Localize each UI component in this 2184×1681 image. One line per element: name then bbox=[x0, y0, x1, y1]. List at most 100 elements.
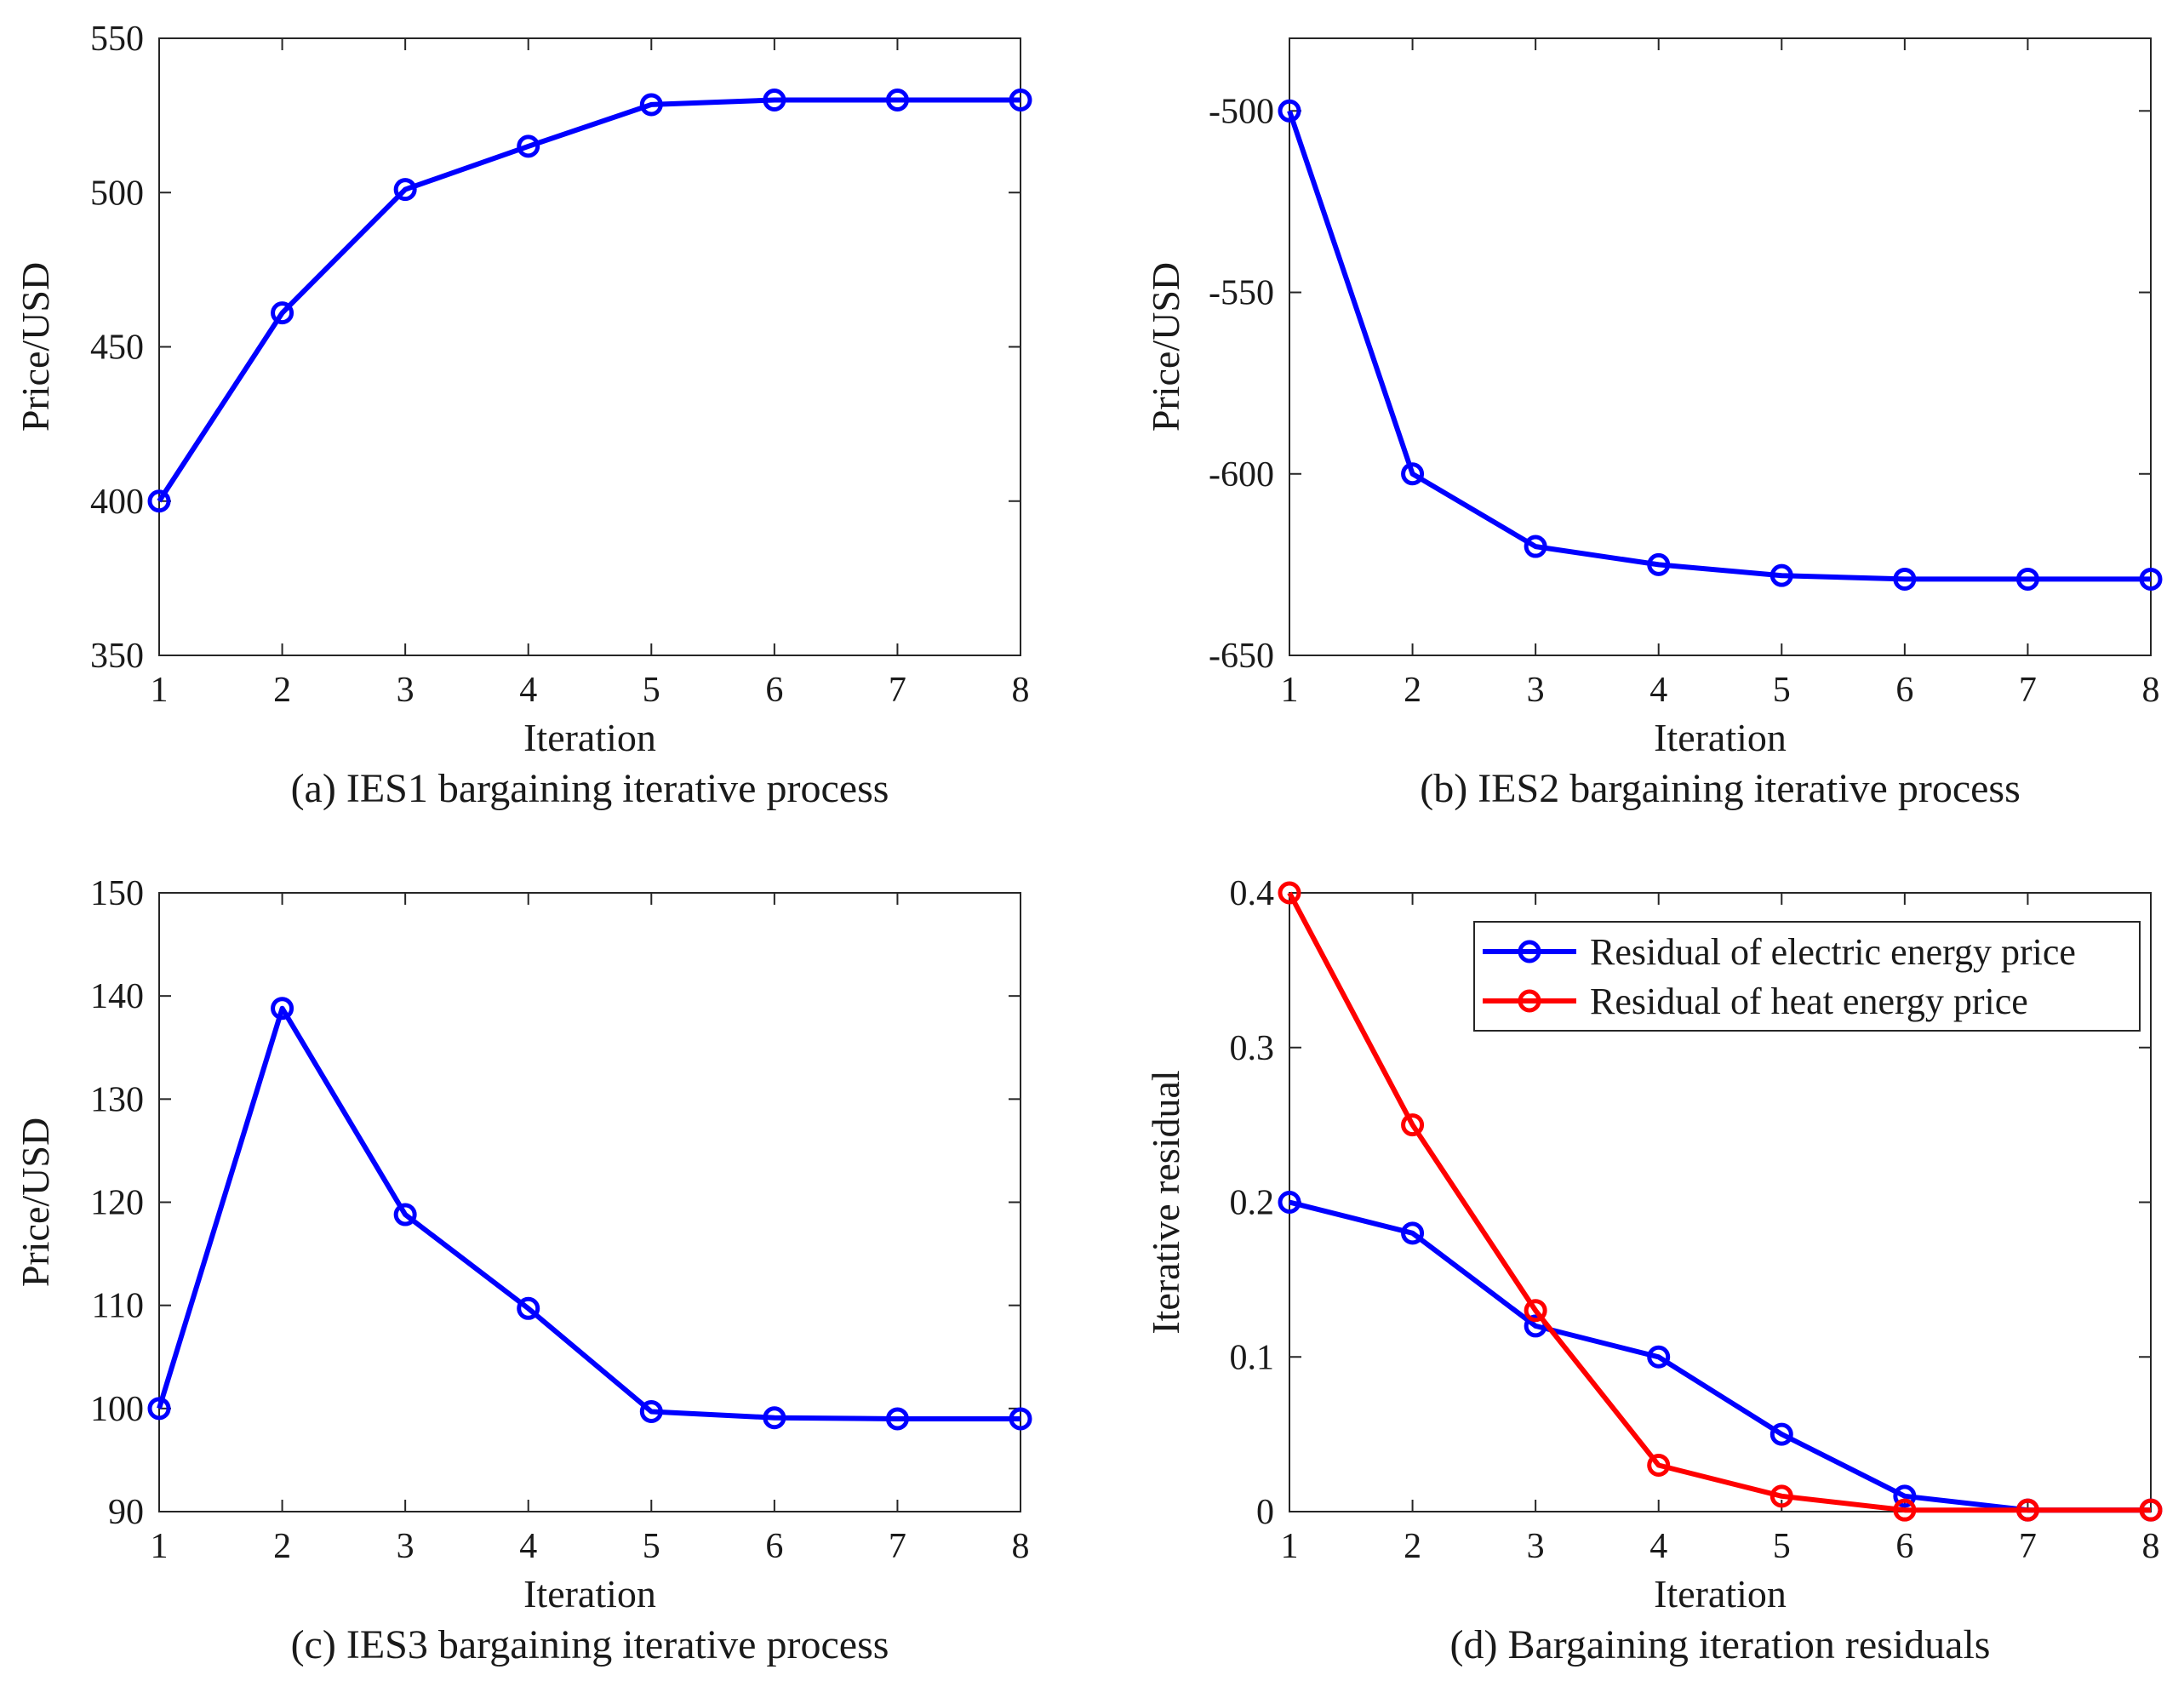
y-axis-label: Price/USD bbox=[14, 262, 57, 432]
y-tick-label: 150 bbox=[90, 874, 144, 913]
y-tick-label: -550 bbox=[1209, 274, 1274, 313]
legend: Residual of electric energy price Residua… bbox=[1473, 921, 2141, 1032]
y-tick-label: 550 bbox=[90, 20, 144, 59]
y-tick-label: 0.4 bbox=[1230, 874, 1275, 913]
data-point bbox=[763, 89, 786, 111]
data-point bbox=[393, 178, 417, 202]
data-point bbox=[2015, 567, 2039, 591]
x-tick-label: 8 bbox=[1012, 671, 1030, 710]
y-tick-label: 500 bbox=[90, 174, 144, 213]
chart-panel-4: 1 2 3 4 5 6 7 8 0 0.1 0.2 0.3 0.4 Iteration Iterative … bbox=[1144, 874, 2163, 1667]
x-tick-label: 6 bbox=[1895, 671, 1913, 710]
data-point bbox=[1009, 1407, 1032, 1431]
x-tick-label: 1 bbox=[1281, 671, 1299, 710]
data-point bbox=[2139, 567, 2163, 591]
data-point bbox=[1769, 563, 1793, 587]
x-tick-label: 3 bbox=[397, 671, 415, 710]
data-point bbox=[1278, 881, 1301, 905]
y-axis-label: Price/USD bbox=[14, 1118, 57, 1287]
x-tick-label: 3 bbox=[1527, 1527, 1545, 1566]
data-point bbox=[1647, 1453, 1671, 1477]
y-tick-label: 120 bbox=[90, 1184, 144, 1223]
axes-box bbox=[158, 37, 1021, 656]
data-point bbox=[763, 1406, 786, 1430]
data-point bbox=[147, 1397, 171, 1421]
x-axis-label: Iteration bbox=[523, 716, 656, 759]
data-point bbox=[1278, 99, 1301, 123]
panel-caption: (b) IES2 bargaining iterative process bbox=[1420, 766, 2021, 811]
x-tick-label: 1 bbox=[1281, 1527, 1299, 1566]
x-tick-label: 5 bbox=[643, 1527, 660, 1566]
y-tick-label: -500 bbox=[1209, 92, 1274, 131]
data-point bbox=[1524, 535, 1547, 558]
chart-panel-1: 1 2 3 4 5 6 7 8 350 400 450 500 550 Iteration Price/US… bbox=[14, 20, 1032, 811]
y-tick-label: 110 bbox=[92, 1287, 144, 1326]
legend-box bbox=[1473, 921, 2141, 1032]
x-tick-label: 7 bbox=[2019, 671, 2037, 710]
data-point bbox=[2139, 1498, 2163, 1522]
x-axis-label: Iteration bbox=[1654, 716, 1787, 759]
y-tick-label: 0 bbox=[1256, 1493, 1274, 1532]
data-point bbox=[1769, 1484, 1793, 1508]
data-point bbox=[1401, 462, 1425, 486]
y-tick-label: -650 bbox=[1209, 637, 1274, 676]
x-tick-label: 4 bbox=[519, 1527, 537, 1566]
data-point bbox=[1647, 552, 1671, 576]
x-tick-label: 4 bbox=[1649, 671, 1667, 710]
x-tick-label: 5 bbox=[643, 671, 660, 710]
data-point bbox=[517, 134, 540, 158]
data-point bbox=[271, 301, 294, 325]
y-tick-label: 400 bbox=[90, 483, 144, 522]
x-tick-label: 1 bbox=[151, 671, 169, 710]
y-axis-label: Price/USD bbox=[1144, 262, 1187, 432]
chart-panel-2: 1 2 3 4 5 6 7 8 -650 -600 -550 -500 Iteration Price/U… bbox=[1144, 37, 2163, 811]
data-point bbox=[1524, 1299, 1547, 1323]
x-tick-label: 5 bbox=[1773, 671, 1791, 710]
x-tick-label: 5 bbox=[1773, 1527, 1791, 1566]
legend-entry: Residual of electric energy price bbox=[1590, 931, 2076, 973]
data-point bbox=[1401, 1221, 1425, 1245]
y-tick-label: 0.1 bbox=[1230, 1338, 1275, 1377]
data-point bbox=[1278, 1191, 1301, 1214]
data-point bbox=[1893, 1484, 1917, 1508]
y-tick-label: 0.3 bbox=[1230, 1029, 1275, 1068]
legend-marker bbox=[1518, 940, 1541, 963]
data-point bbox=[517, 1296, 540, 1320]
x-tick-label: 7 bbox=[2019, 1527, 2037, 1566]
x-tick-label: 2 bbox=[273, 671, 291, 710]
chart-panel-3: 1 2 3 4 5 6 7 8 90 100 110 120 130 140 150 Iteration Pri… bbox=[14, 874, 1032, 1667]
x-axis-label: Iteration bbox=[523, 1572, 656, 1615]
x-tick-label: 2 bbox=[1404, 671, 1421, 710]
data-point bbox=[639, 1399, 663, 1423]
data-point bbox=[1769, 1422, 1793, 1446]
x-tick-label: 3 bbox=[1527, 671, 1545, 710]
y-tick-label: 140 bbox=[90, 977, 144, 1016]
series-line-2 bbox=[1287, 891, 2151, 1513]
x-tick-label: 6 bbox=[1895, 1527, 1913, 1566]
x-tick-label: 8 bbox=[1012, 1527, 1030, 1566]
series-line-1 bbox=[157, 97, 1021, 503]
y-tick-label: 100 bbox=[90, 1390, 144, 1429]
x-axis-label: Iteration bbox=[1654, 1572, 1787, 1615]
series-line-1 bbox=[1289, 1199, 2151, 1513]
y-tick-label: 90 bbox=[108, 1493, 144, 1532]
x-tick-label: 4 bbox=[519, 671, 537, 710]
legend-entry: Residual of heat energy price bbox=[1590, 981, 2028, 1022]
x-tick-label: 7 bbox=[889, 671, 906, 710]
data-point bbox=[393, 1203, 417, 1226]
data-point bbox=[1647, 1345, 1671, 1369]
data-point bbox=[1893, 567, 1917, 591]
y-tick-label: -600 bbox=[1209, 455, 1274, 495]
data-point bbox=[639, 93, 663, 117]
x-tick-label: 6 bbox=[765, 1527, 783, 1566]
x-tick-label: 7 bbox=[889, 1527, 906, 1566]
data-point bbox=[1893, 1498, 1917, 1522]
y-tick-label: 130 bbox=[90, 1080, 144, 1119]
panel-caption: (d) Bargaining iteration residuals bbox=[1450, 1622, 1991, 1667]
x-tick-label: 3 bbox=[397, 1527, 415, 1566]
x-tick-label: 6 bbox=[765, 671, 783, 710]
y-tick-label: 450 bbox=[90, 329, 144, 368]
y-tick-label: 350 bbox=[90, 637, 144, 676]
data-point bbox=[271, 997, 294, 1021]
data-point bbox=[885, 1407, 909, 1431]
